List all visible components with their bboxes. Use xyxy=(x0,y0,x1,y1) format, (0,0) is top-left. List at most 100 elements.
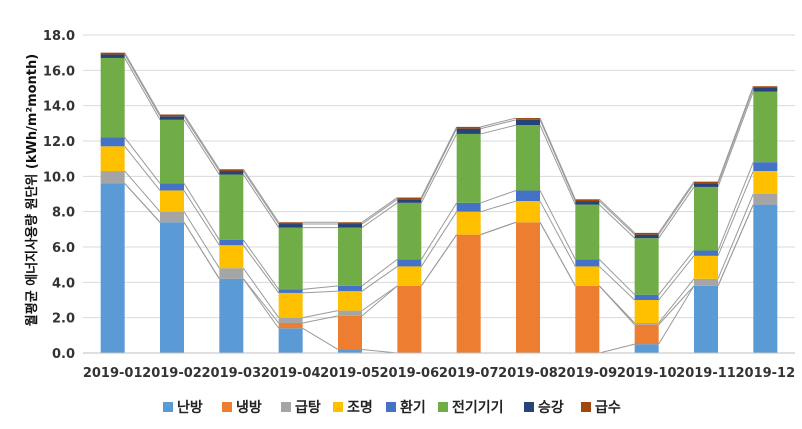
bar-segment xyxy=(694,186,718,251)
series-line xyxy=(539,190,576,260)
bar-segment xyxy=(694,183,718,187)
bar-segment xyxy=(278,292,303,318)
legend-label: 승강 xyxy=(538,399,564,416)
legend-swatch xyxy=(281,402,291,412)
legend-swatch xyxy=(386,402,396,412)
series-line xyxy=(242,170,280,225)
bar-segment xyxy=(160,211,184,223)
bar-segment xyxy=(160,190,184,212)
bar-segment xyxy=(456,211,481,235)
x-tick-label: 2019-03 xyxy=(201,366,261,381)
series-line xyxy=(361,202,398,228)
legend-swatch xyxy=(222,402,232,412)
series-line xyxy=(658,183,695,235)
series-line xyxy=(361,266,398,292)
series-line xyxy=(124,57,161,121)
bar-segment xyxy=(634,300,659,323)
series-line xyxy=(539,124,576,205)
series-line xyxy=(242,168,280,223)
bar-segment xyxy=(634,324,659,345)
legend-item: 승강 xyxy=(524,399,564,416)
x-tick-label: 2019-09 xyxy=(557,366,617,381)
x-tick-label: 2019-01 xyxy=(83,366,143,381)
series-line xyxy=(480,117,517,128)
y-tick-label: 18.0 xyxy=(43,29,75,44)
bar-segment xyxy=(397,266,422,286)
bar-segment xyxy=(338,349,362,353)
series-line xyxy=(361,197,398,223)
series-line xyxy=(302,285,339,290)
y-tick-label: 14.0 xyxy=(43,100,75,115)
x-tick-label: 2019-06 xyxy=(379,366,439,381)
bar-segment xyxy=(753,88,778,92)
series-line xyxy=(717,204,754,287)
legend-item: 난방 xyxy=(163,399,203,416)
bar-segment xyxy=(160,116,184,120)
legend-label: 난방 xyxy=(177,399,203,416)
series-line xyxy=(302,327,339,350)
bar-segment xyxy=(516,118,540,120)
series-line xyxy=(242,174,280,228)
y-tick-label: 10.0 xyxy=(43,170,75,185)
bar-segment xyxy=(753,91,778,163)
series-line xyxy=(124,137,161,184)
bar-segment xyxy=(516,222,540,353)
bar-segment xyxy=(694,250,718,256)
bar-segment xyxy=(338,227,362,286)
legend-swatch xyxy=(163,402,173,412)
series-line xyxy=(242,278,280,324)
series-line xyxy=(242,278,280,329)
bar-segment xyxy=(160,222,184,353)
legend-swatch xyxy=(438,402,448,412)
bar-segment xyxy=(160,119,184,184)
series-connector-lines xyxy=(124,52,754,354)
y-tick-label: 16.0 xyxy=(43,64,75,79)
series-line xyxy=(539,222,576,287)
series-line xyxy=(124,52,161,115)
bar-segment xyxy=(338,315,362,350)
series-line xyxy=(124,170,161,212)
bar-segment xyxy=(753,194,778,205)
series-line xyxy=(420,234,458,287)
bar-segment xyxy=(338,285,362,292)
series-line xyxy=(658,285,695,345)
series-line xyxy=(420,211,458,267)
bar-segment xyxy=(278,289,303,293)
bar-segment xyxy=(397,197,422,200)
series-line xyxy=(420,202,458,260)
bar-segment xyxy=(219,278,244,353)
series-line xyxy=(420,133,458,204)
series-line xyxy=(717,86,754,182)
legend-label: 전기기기 xyxy=(452,399,504,416)
bar-segment xyxy=(516,119,540,126)
y-tick-label: 2.0 xyxy=(52,312,75,327)
bar-segment xyxy=(100,183,125,353)
bar-segment xyxy=(278,222,303,225)
bar-segment xyxy=(516,201,540,223)
series-line xyxy=(420,126,458,198)
series-line xyxy=(599,343,635,354)
y-axis-title: 월평균 에너지사용량 원단위 (kWh/m²month) xyxy=(24,54,40,326)
legend-item: 급수 xyxy=(581,400,621,416)
series-line xyxy=(717,170,754,257)
bar-segment xyxy=(219,268,244,279)
y-tick-label: 12.0 xyxy=(43,135,75,150)
series-line xyxy=(420,128,458,200)
legend-swatch xyxy=(524,402,534,412)
y-tick-label: 8.0 xyxy=(52,206,75,221)
series-line xyxy=(598,204,636,239)
bar-segment xyxy=(338,222,362,225)
series-line xyxy=(539,119,576,202)
series-line xyxy=(598,266,636,301)
series-line xyxy=(361,258,398,287)
series-line xyxy=(539,117,576,200)
bar-segment xyxy=(100,137,125,147)
series-line xyxy=(598,259,636,296)
series-line xyxy=(658,186,695,239)
bar-segment xyxy=(338,224,362,228)
bar-segment xyxy=(456,234,481,353)
legend-item: 환기 xyxy=(386,399,426,416)
bar-segment xyxy=(753,162,778,172)
bar-segment xyxy=(278,322,303,329)
